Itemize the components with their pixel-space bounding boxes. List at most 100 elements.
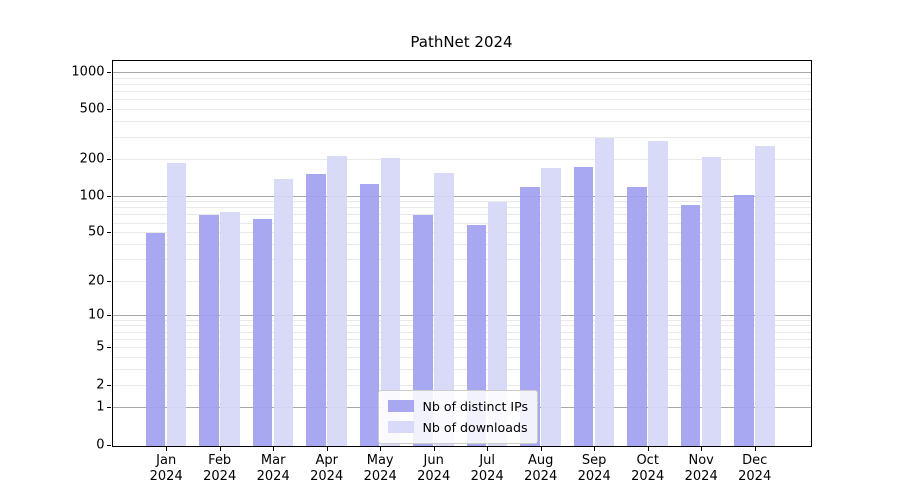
major-gridline — [112, 72, 811, 74]
bar-downloads — [541, 167, 561, 446]
bar-distinct-ips — [145, 233, 166, 446]
bar-downloads — [220, 211, 240, 446]
minor-gridline — [112, 331, 811, 333]
bar-distinct-ips — [627, 186, 647, 446]
minor-gridline — [112, 325, 811, 327]
bar-downloads — [273, 178, 294, 446]
y-tick-mark — [107, 406, 111, 408]
minor-gridline — [112, 84, 811, 86]
minor-gridline — [112, 232, 811, 234]
x-tick-label: Nov 2024 — [684, 452, 718, 485]
bar-downloads — [701, 156, 722, 446]
minor-gridline — [112, 338, 811, 340]
bar-downloads — [434, 173, 454, 446]
x-tick-mark — [166, 447, 168, 451]
bar-downloads — [327, 155, 347, 446]
legend-label: Nb of downloads — [422, 419, 528, 435]
y-tick-label: 1000 — [71, 64, 105, 80]
bar-distinct-ips — [520, 187, 540, 446]
bar-distinct-ips — [199, 215, 219, 446]
y-tick-label: 200 — [79, 151, 105, 167]
minor-gridline — [112, 243, 811, 245]
y-tick-label: 100 — [79, 188, 105, 204]
y-tick-mark — [107, 347, 111, 349]
x-tick-label: Apr 2024 — [310, 452, 344, 485]
major-gridline — [112, 195, 811, 197]
x-tick-label: Dec 2024 — [738, 452, 772, 485]
y-tick-mark — [107, 195, 111, 197]
x-tick-label: Aug 2024 — [524, 452, 558, 485]
minor-gridline — [112, 121, 811, 123]
x-tick-mark — [540, 447, 542, 451]
bar-downloads — [755, 146, 775, 446]
y-tick-label: 5 — [96, 339, 105, 355]
minor-gridline — [112, 91, 811, 93]
minor-gridline — [112, 319, 811, 321]
bar-distinct-ips — [413, 215, 433, 446]
y-tick-mark — [107, 108, 111, 110]
y-tick-label: 0 — [96, 437, 105, 452]
minor-gridline — [112, 77, 811, 79]
legend-item: Nb of downloads — [387, 417, 529, 438]
minor-gridline — [112, 158, 811, 160]
minor-gridline — [112, 207, 811, 209]
minor-gridline — [112, 280, 811, 282]
x-tick-label: Oct 2024 — [631, 452, 665, 485]
minor-gridline — [112, 201, 811, 203]
bar-distinct-ips — [573, 166, 594, 446]
x-tick-mark — [326, 447, 328, 451]
major-gridline — [112, 315, 811, 317]
y-tick-mark — [107, 72, 111, 74]
x-tick-mark — [380, 447, 382, 451]
minor-gridline — [112, 356, 811, 358]
bar-downloads — [487, 201, 508, 446]
y-tick-mark — [107, 385, 111, 387]
x-tick-label: Jun 2024 — [417, 452, 451, 485]
x-tick-mark — [433, 447, 435, 451]
bar-distinct-ips — [306, 174, 326, 446]
bar-distinct-ips — [252, 219, 273, 446]
bar-distinct-ips — [359, 184, 380, 446]
x-tick-label: Sep 2024 — [577, 452, 611, 485]
x-tick-label: Feb 2024 — [203, 452, 237, 485]
y-tick-label: 10 — [87, 307, 105, 323]
minor-gridline — [112, 259, 811, 261]
x-tick-mark — [219, 447, 221, 451]
y-tick-mark — [107, 315, 111, 317]
y-tick-mark — [107, 444, 111, 446]
x-tick-mark — [701, 447, 703, 451]
y-tick-mark — [107, 232, 111, 234]
x-tick-label: May 2024 — [363, 452, 397, 485]
minor-gridline — [112, 347, 811, 349]
bar-downloads — [380, 157, 401, 446]
legend-item: Nb of distinct IPs — [387, 396, 529, 417]
y-tick-mark — [107, 280, 111, 282]
x-tick-label: Jul 2024 — [470, 452, 504, 485]
minor-gridline — [112, 368, 811, 370]
x-tick-mark — [754, 447, 756, 451]
bar-downloads — [648, 140, 668, 446]
x-tick-label: Jan 2024 — [149, 452, 183, 485]
chart-title: PathNet 2024 — [410, 33, 513, 51]
y-tick-label: 500 — [79, 101, 105, 117]
y-tick-mark — [107, 158, 111, 160]
x-tick-mark — [487, 447, 489, 451]
legend-label: Nb of distinct IPs — [422, 398, 529, 414]
minor-gridline — [112, 99, 811, 101]
y-tick-label: 20 — [87, 273, 105, 289]
bar-distinct-ips — [680, 204, 701, 446]
minor-gridline — [112, 385, 811, 387]
legend-swatch-distinct-ips — [387, 400, 414, 412]
bar-downloads — [166, 162, 187, 446]
minor-gridline — [112, 108, 811, 110]
x-tick-mark — [273, 447, 275, 451]
minor-gridline — [112, 222, 811, 224]
y-tick-label: 50 — [87, 224, 105, 240]
minor-gridline — [112, 214, 811, 216]
x-tick-mark — [647, 447, 649, 451]
x-tick-label: Mar 2024 — [256, 452, 290, 485]
y-tick-label: 2 — [96, 377, 105, 393]
x-tick-mark — [594, 447, 596, 451]
y-tick-label: 1 — [96, 399, 105, 415]
